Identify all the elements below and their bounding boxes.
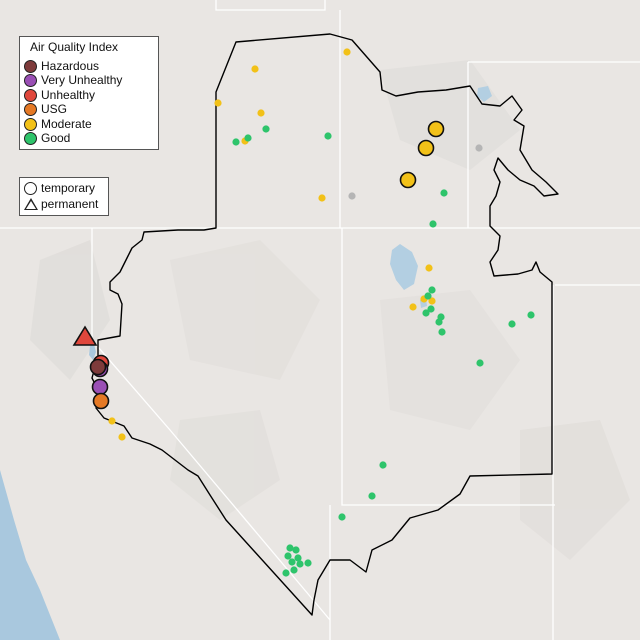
aqi-legend: Air Quality Index Hazardous Very Unhealt…	[19, 36, 159, 150]
yellowstone-lake	[477, 86, 492, 102]
monitor-dot-good	[338, 513, 346, 521]
monitor-dot-good	[304, 559, 312, 567]
monitor-dot-moderate	[108, 417, 116, 425]
monitor-dot-good	[282, 569, 290, 577]
monitor-dot-good	[476, 359, 484, 367]
monitor-dot-good	[290, 566, 298, 574]
monitor-dot-moderate	[343, 48, 351, 56]
legend-label: Good	[41, 131, 71, 145]
legend-label: USG	[41, 102, 68, 116]
monitor-dot-good	[324, 132, 332, 140]
triangle-icon	[24, 198, 38, 210]
legend-label: Hazardous	[41, 59, 100, 73]
great-salt-lake	[390, 244, 418, 290]
monitor-dot-moderate	[118, 433, 126, 441]
legend-item-very-unhealthy: Very Unhealthy	[24, 73, 122, 87]
monitor-dot-good	[288, 558, 296, 566]
circle-icon	[24, 181, 37, 195]
permanent-monitor-unhealthy	[72, 325, 98, 346]
monitor-dot-moderate	[257, 109, 265, 117]
temporary-monitor-moderate	[399, 171, 417, 189]
unhealthy-swatch	[24, 88, 37, 102]
monitor-dot-moderate	[214, 99, 222, 107]
monitor-dot-no-data	[348, 192, 356, 200]
monitor-dot-moderate	[251, 65, 259, 73]
legend-item-good: Good	[24, 131, 70, 145]
moderate-swatch	[24, 117, 37, 131]
temporary-monitor-hazardous	[89, 358, 107, 376]
usg-swatch	[24, 102, 37, 116]
temporary-monitor-usg	[92, 392, 110, 410]
good-swatch	[24, 131, 37, 145]
monitor-dot-good	[440, 189, 448, 197]
monitor-dot-good	[292, 546, 300, 554]
monitor-type-legend: temporary permanent	[19, 177, 109, 216]
legend-label: temporary	[41, 181, 96, 195]
monitor-dot-good	[284, 552, 292, 560]
monitor-dot-good	[294, 554, 302, 562]
monitor-dot-good	[429, 220, 437, 228]
monitor-dot-good	[422, 309, 430, 317]
legend-item-permanent: permanent	[24, 197, 98, 211]
legend-label: Moderate	[41, 117, 92, 131]
legend-label: Unhealthy	[41, 88, 96, 102]
monitor-dot-good	[428, 286, 436, 294]
legend-label: Very Unhealthy	[41, 73, 123, 87]
monitor-dot-good	[435, 318, 443, 326]
legend-title: Air Quality Index	[30, 40, 119, 54]
aqi-markers	[72, 48, 535, 577]
legend-item-temporary: temporary	[24, 181, 95, 195]
monitor-dot-good	[508, 320, 516, 328]
monitor-dot-moderate	[428, 297, 436, 305]
legend-item-moderate: Moderate	[24, 117, 92, 131]
monitor-dot-good	[427, 305, 435, 313]
temporary-monitor-very-unhealthy	[91, 378, 109, 396]
monitor-dot-good	[527, 311, 535, 319]
temporary-monitor-moderate	[417, 139, 435, 157]
monitor-dot-good	[368, 492, 376, 500]
monitor-dot-good	[286, 544, 294, 552]
hazardous-swatch	[24, 59, 37, 73]
monitor-dot-good	[232, 138, 240, 146]
very-unhealthy-swatch	[24, 73, 37, 87]
monitor-dot-good	[379, 461, 387, 469]
region-boundary	[91, 33, 559, 616]
monitor-dot-good	[438, 328, 446, 336]
legend-label: permanent	[41, 197, 99, 211]
monitor-dot-moderate	[425, 264, 433, 272]
monitor-dot-good	[296, 560, 304, 568]
monitor-dot-no-data	[475, 144, 483, 152]
monitor-dot-moderate	[409, 303, 417, 311]
pacific-ocean	[0, 470, 60, 640]
monitor-dot-good	[262, 125, 270, 133]
lake-tahoe	[89, 344, 96, 360]
legend-item-unhealthy: Unhealthy	[24, 88, 95, 102]
legend-item-hazardous: Hazardous	[24, 59, 99, 73]
monitor-dot-good	[424, 292, 432, 300]
monitor-dot-good	[244, 134, 252, 142]
temporary-monitor-moderate	[427, 120, 445, 138]
monitor-dot-moderate	[318, 194, 326, 202]
legend-item-usg: USG	[24, 102, 67, 116]
